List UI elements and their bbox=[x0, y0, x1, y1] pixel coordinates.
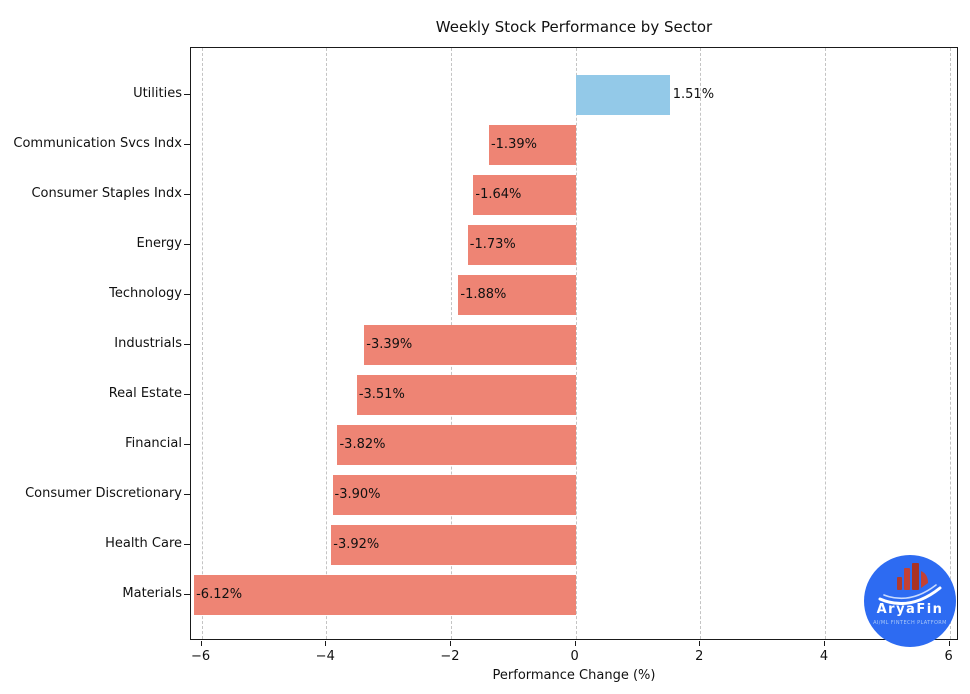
aryafin-logo: AryaFin AI/ML FINTECH PLATFORM bbox=[864, 555, 956, 647]
y-tick-mark bbox=[184, 393, 190, 395]
bar-value-label-technology: -1.88% bbox=[460, 286, 507, 302]
x-tick-label: 4 bbox=[819, 649, 829, 664]
logo-barchart-swoosh-icon bbox=[878, 563, 942, 606]
bar-value-label-energy: -1.73% bbox=[469, 236, 516, 252]
gridline-x--4 bbox=[326, 48, 328, 639]
category-label-communication-svcs-indx: Communication Svcs Indx bbox=[13, 135, 182, 151]
gridline-x-2 bbox=[700, 48, 702, 639]
bar-value-label-health-care: -3.92% bbox=[333, 536, 380, 552]
bar-consumer-discretionary bbox=[332, 474, 576, 515]
x-tick-mark bbox=[823, 641, 825, 646]
category-label-real-estate: Real Estate bbox=[108, 385, 182, 401]
bar-value-label-materials: -6.12% bbox=[196, 586, 243, 602]
bar-value-label-consumer-discretionary: -3.90% bbox=[334, 486, 381, 502]
y-tick-mark bbox=[184, 193, 190, 195]
bar-consumer-staples-indx bbox=[473, 174, 576, 215]
gridline-x-6 bbox=[949, 48, 951, 639]
category-label-health-care: Health Care bbox=[105, 535, 182, 551]
bar-financial bbox=[337, 424, 576, 465]
y-tick-mark bbox=[184, 293, 190, 295]
y-tick-mark bbox=[184, 443, 190, 445]
x-tick-mark bbox=[574, 641, 576, 646]
bar-value-label-consumer-staples-indx: -1.64% bbox=[475, 186, 522, 202]
gridline-x-4 bbox=[824, 48, 826, 639]
bar-health-care bbox=[331, 524, 576, 565]
bar-value-label-financial: -3.82% bbox=[339, 436, 386, 452]
category-label-financial: Financial bbox=[125, 435, 182, 451]
y-tick-mark bbox=[184, 543, 190, 545]
y-tick-mark bbox=[184, 93, 190, 95]
chart-title: Weekly Stock Performance by Sector bbox=[435, 18, 713, 36]
category-label-energy: Energy bbox=[136, 235, 182, 251]
logo-brand-text: AryaFin bbox=[876, 602, 944, 617]
bar-industrials bbox=[364, 324, 576, 365]
x-axis-label: Performance Change (%) bbox=[492, 668, 656, 683]
x-tick-label: −4 bbox=[315, 649, 335, 664]
bar-value-label-industrials: -3.39% bbox=[366, 336, 413, 352]
x-tick-label: −6 bbox=[191, 649, 211, 664]
gridline-x-0 bbox=[575, 48, 577, 639]
bar-value-label-communication-svcs-indx: -1.39% bbox=[490, 136, 537, 152]
y-tick-mark bbox=[184, 243, 190, 245]
bar-energy bbox=[467, 224, 576, 265]
x-tick-mark bbox=[200, 641, 202, 646]
bar-communication-svcs-indx bbox=[488, 124, 576, 165]
category-label-industrials: Industrials bbox=[114, 335, 182, 351]
gridline-x--6 bbox=[201, 48, 203, 639]
bar-utilities bbox=[575, 74, 670, 115]
bar-value-label-real-estate: -3.51% bbox=[358, 386, 405, 402]
plot-area: 1.51% -1.39% -1.64% -1.73% -1.88% -3.39% -3.51… bbox=[190, 47, 958, 640]
logo-tagline-text: AI/ML FINTECH PLATFORM bbox=[873, 620, 947, 626]
x-tick-label: 0 bbox=[570, 649, 579, 664]
x-tick-label: 6 bbox=[944, 649, 953, 664]
category-label-utilities: Utilities bbox=[133, 85, 182, 101]
x-tick-mark bbox=[325, 641, 327, 646]
bar-materials bbox=[194, 574, 576, 615]
bar-technology bbox=[458, 274, 576, 315]
x-tick-label: 2 bbox=[695, 649, 704, 664]
x-tick-mark bbox=[948, 641, 950, 646]
category-label-consumer-discretionary: Consumer Discretionary bbox=[25, 485, 182, 501]
y-tick-mark bbox=[184, 493, 190, 495]
category-label-materials: Materials bbox=[122, 585, 182, 601]
x-tick-label: −2 bbox=[440, 649, 460, 664]
category-label-consumer-staples-indx: Consumer Staples Indx bbox=[31, 185, 182, 201]
y-tick-mark bbox=[184, 593, 190, 595]
y-tick-mark bbox=[184, 143, 190, 145]
bar-value-label-utilities: 1.51% bbox=[672, 86, 715, 102]
category-label-technology: Technology bbox=[109, 285, 182, 301]
x-tick-mark bbox=[699, 641, 701, 646]
y-tick-mark bbox=[184, 343, 190, 345]
x-tick-mark bbox=[449, 641, 451, 646]
bar-real-estate bbox=[356, 374, 576, 415]
